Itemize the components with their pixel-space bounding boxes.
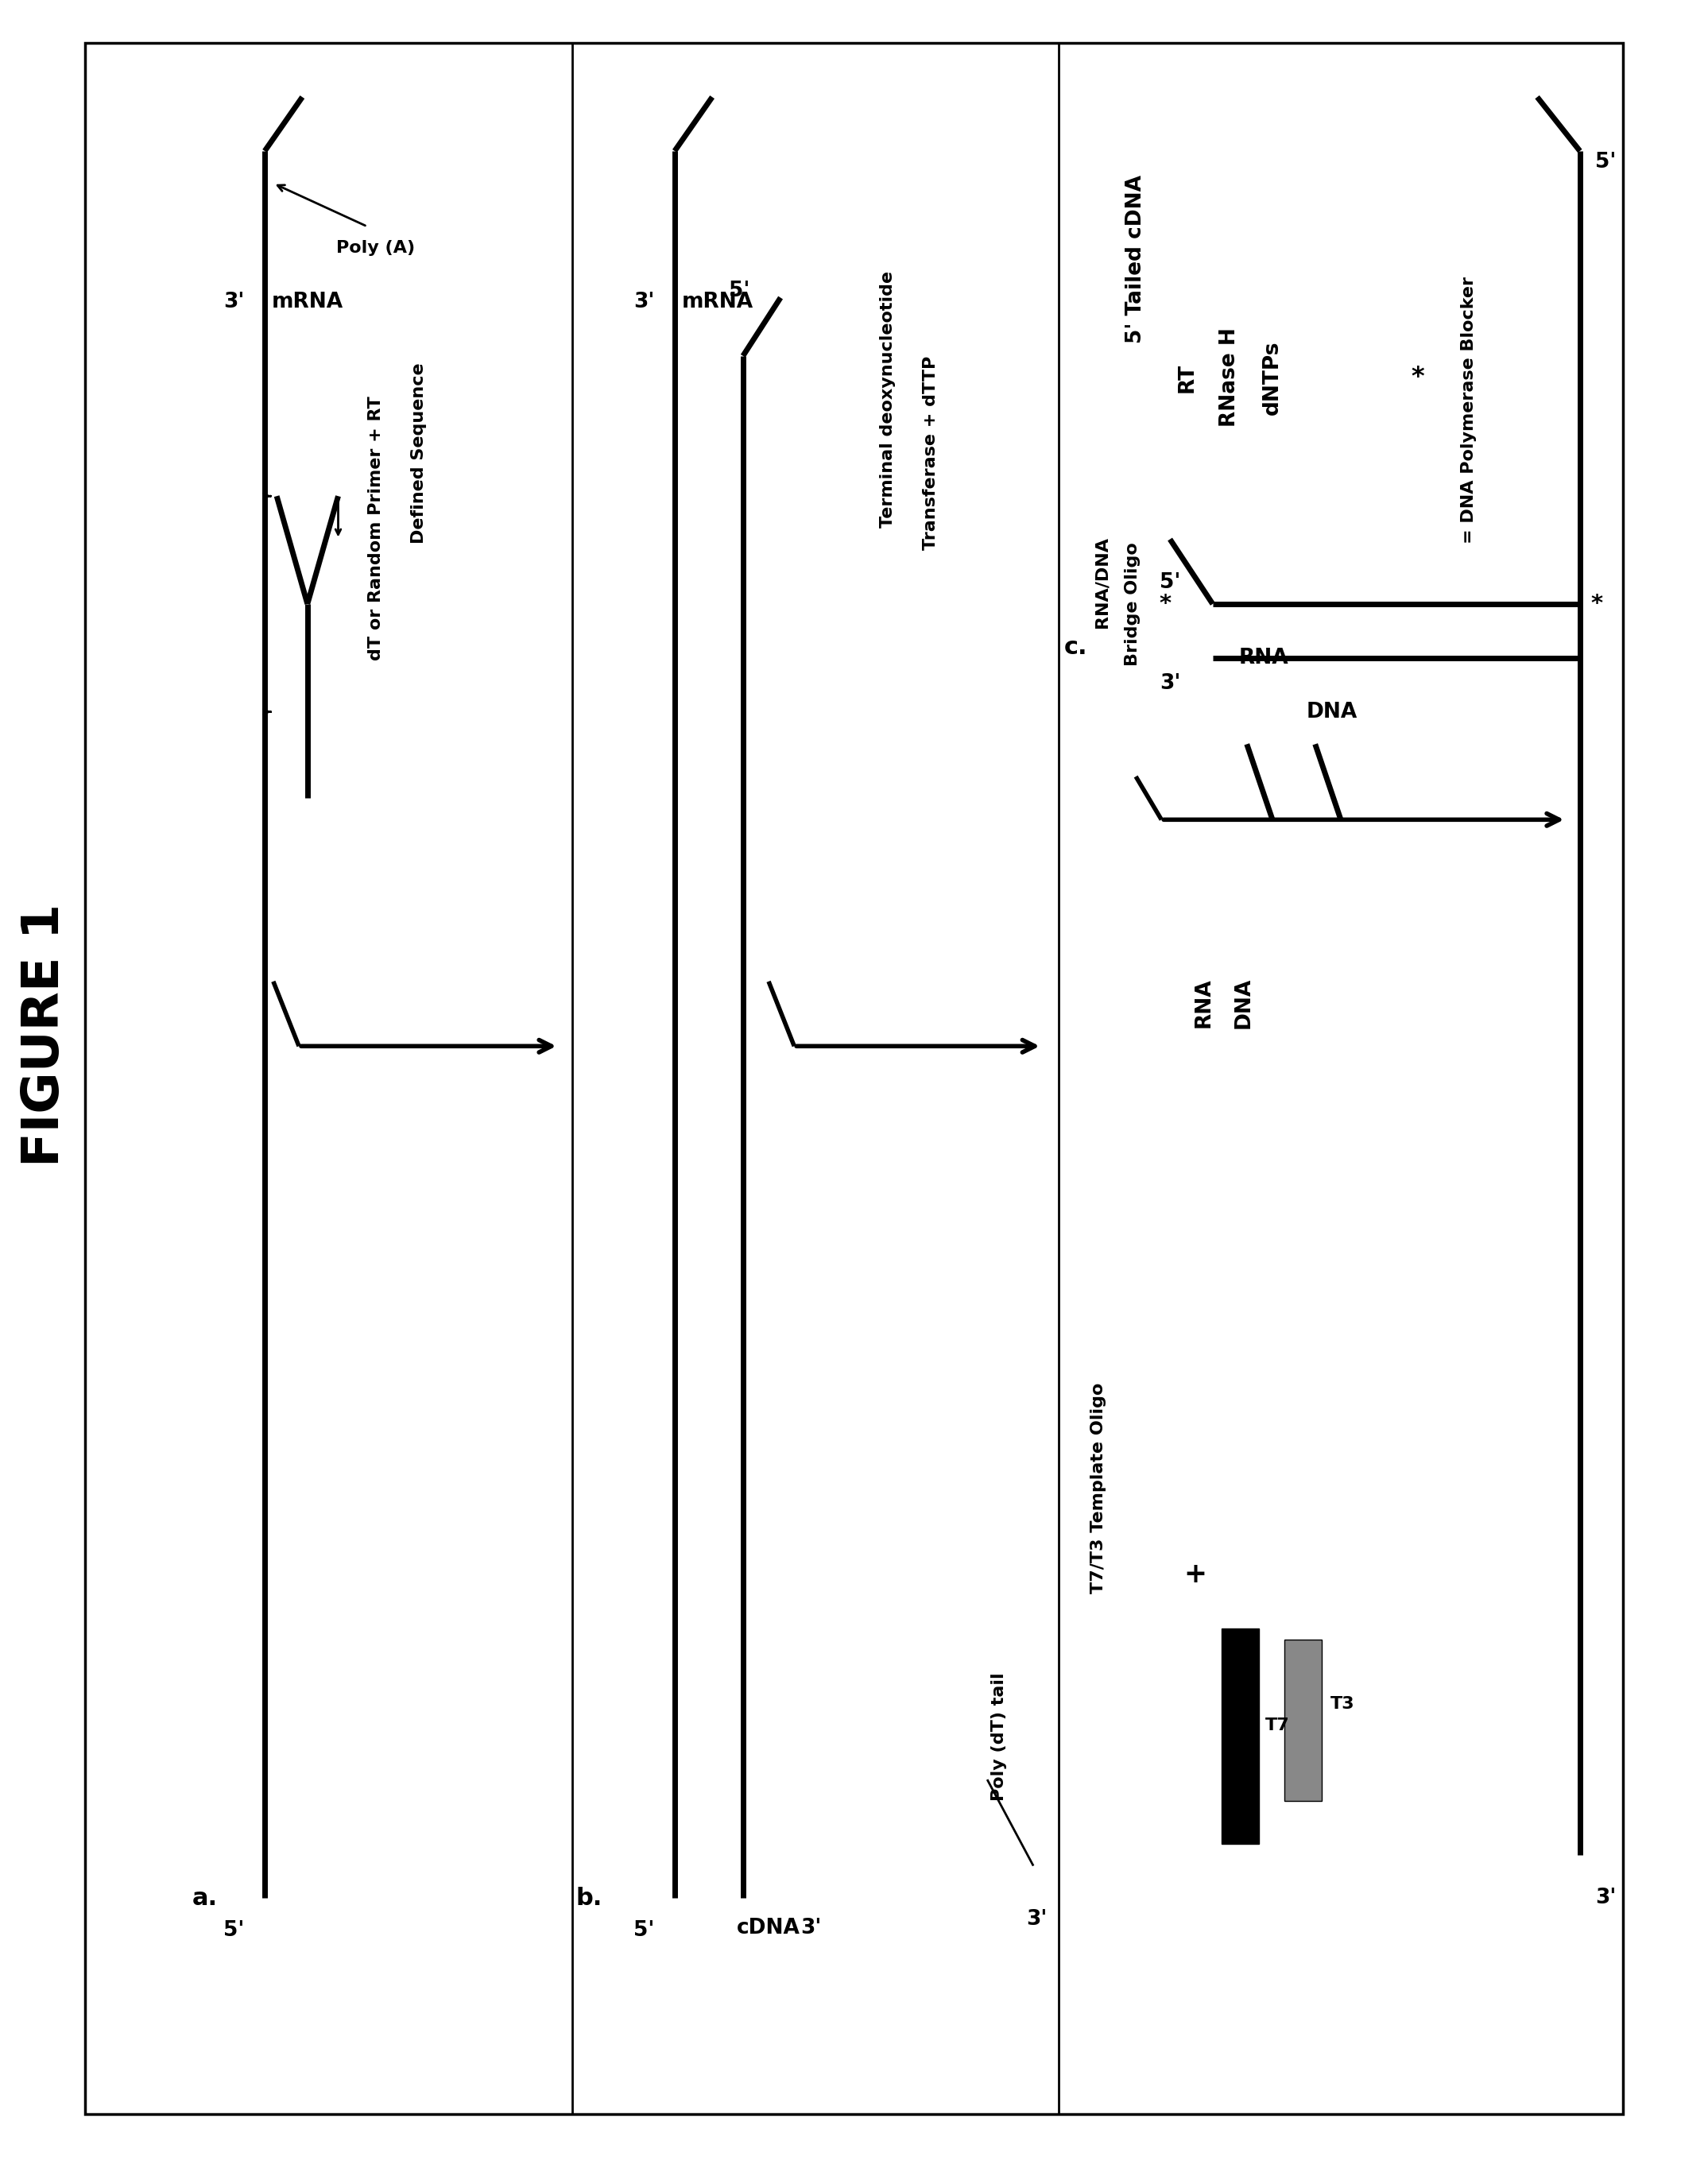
Text: 5': 5' [1160,572,1180,593]
Text: 5': 5' [729,280,750,302]
Text: b.: b. [576,1887,603,1909]
Text: T7/T3 Template Oligo: T7/T3 Template Oligo [1090,1383,1107,1594]
Text: 3': 3' [224,291,244,313]
Text: Terminal deoxynucleotide: Terminal deoxynucleotide [880,270,897,528]
Bar [1221,1629,1259,1844]
Text: *: * [1158,593,1172,615]
Text: dNTPs: dNTPs [1262,341,1283,414]
Text: T3: T3 [1331,1695,1354,1713]
Text: 3': 3' [634,291,654,313]
Text: a.: a. [193,1887,217,1909]
Text: DNA: DNA [1233,977,1254,1029]
Text: 5': 5' [634,1920,654,1941]
Text: 5': 5' [224,1920,244,1941]
Text: RNase H: RNase H [1220,328,1240,427]
Text: RNA: RNA [1194,977,1214,1029]
Text: FIGURE 1: FIGURE 1 [20,904,68,1167]
Text: DNA: DNA [1307,701,1358,723]
Text: 3': 3' [1160,673,1180,695]
Text: 3': 3' [801,1918,822,1939]
Text: mRNA: mRNA [681,291,753,313]
Text: Poly (A): Poly (A) [336,239,415,257]
Text: Bridge Oligo: Bridge Oligo [1124,541,1141,667]
Text: = DNA Polymerase Blocker: = DNA Polymerase Blocker [1460,276,1477,544]
Text: RNA: RNA [1238,647,1290,669]
Text: RNA/DNA: RNA/DNA [1093,537,1110,628]
Text: dT or Random Primer + RT: dT or Random Primer + RT [367,397,384,660]
Text: 5': 5' [1595,151,1616,173]
Text: *: * [1411,365,1424,390]
Text: *: * [1590,593,1604,615]
Text: RT: RT [1177,362,1197,393]
Text: mRNA: mRNA [272,291,343,313]
Text: T7: T7 [1266,1717,1290,1734]
Text: Defined Sequence: Defined Sequence [410,362,427,544]
Bar [1284,1639,1322,1801]
Text: +: + [1184,1562,1208,1588]
Text: c.: c. [1064,636,1088,658]
Text: 3': 3' [1027,1909,1047,1931]
Text: cDNA: cDNA [736,1918,801,1939]
Text: Transferase + dTTP: Transferase + dTTP [922,356,939,550]
Text: 5' Tailed cDNA: 5' Tailed cDNA [1126,175,1146,343]
Text: Poly (dT) tail: Poly (dT) tail [991,1672,1008,1801]
Text: 3': 3' [1595,1887,1616,1909]
